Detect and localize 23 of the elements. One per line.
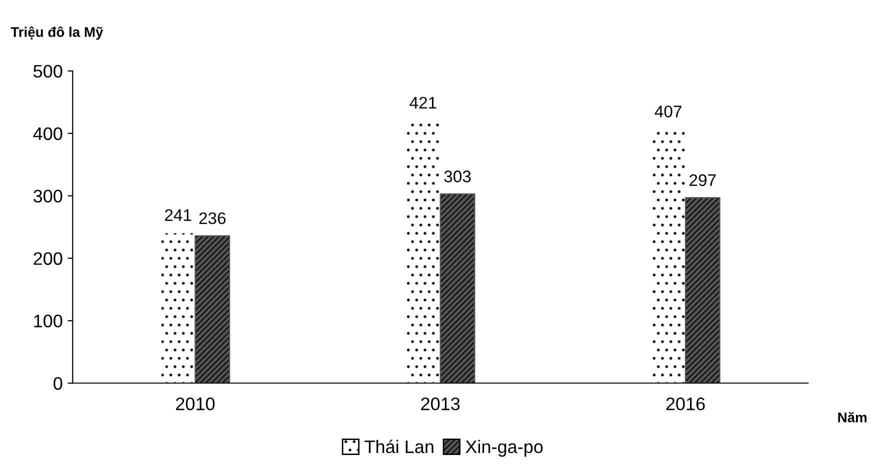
data-label: 297 xyxy=(690,174,716,186)
y-tick-label: 300 xyxy=(33,190,62,203)
y-tick-label: 500 xyxy=(34,64,62,78)
x-tick-label: 2016 xyxy=(666,397,705,410)
bar xyxy=(160,232,196,384)
y-tick-label: 200 xyxy=(34,252,62,265)
data-label: 421 xyxy=(410,96,436,108)
bar xyxy=(194,235,230,384)
y-tick-label: 400 xyxy=(33,127,62,140)
data-label: 303 xyxy=(444,170,471,182)
legend-label: Thái Lan xyxy=(364,440,434,454)
data-label: 241 xyxy=(164,209,192,221)
x-tick-label: 2010 xyxy=(176,397,215,410)
y-axis-title: Triệu đô la Mỹ xyxy=(10,26,104,40)
bar xyxy=(684,197,720,384)
y-tick-label: 0 xyxy=(54,377,62,390)
data-label: 236 xyxy=(199,212,226,224)
y-tick-label: 100 xyxy=(34,314,62,328)
data-label: 407 xyxy=(654,106,682,118)
legend-label: Xin-ga-po xyxy=(466,440,543,457)
bar xyxy=(440,193,476,384)
x-axis-title: Năm xyxy=(838,412,867,422)
x-tick-label: 2013 xyxy=(421,397,460,410)
